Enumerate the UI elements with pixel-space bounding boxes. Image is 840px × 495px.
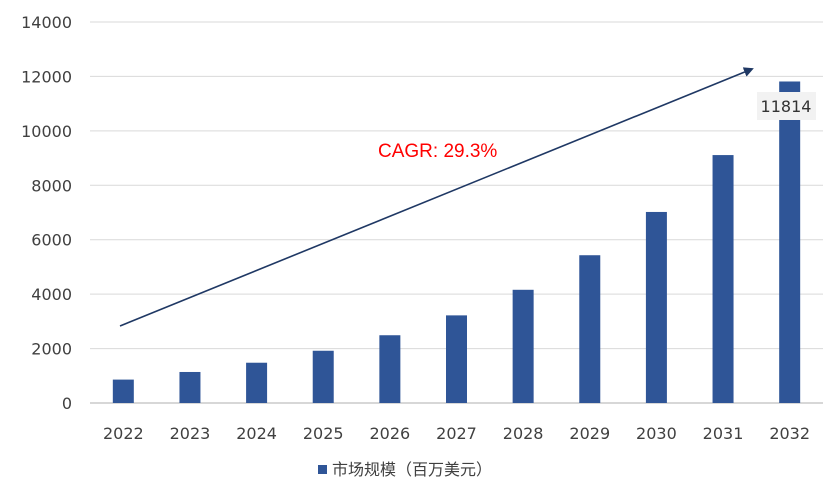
data-label-text: 11814 [761, 97, 812, 116]
x-tick-label: 2024 [236, 424, 277, 443]
cagr-annotation: CAGR: 29.3% [378, 141, 497, 162]
bar-2027 [446, 315, 467, 403]
bar-2031 [712, 155, 734, 403]
y-tick-label: 0 [62, 394, 72, 413]
bar-2024 [246, 362, 268, 403]
x-axis-ticks: 2022 2023 2024 2025 2026 2027 2028 2029 2030 2031… [103, 424, 810, 443]
bar-2026 [379, 335, 401, 403]
x-tick-label: 2030 [636, 424, 677, 443]
y-tick-label: 14000 [21, 13, 72, 32]
y-tick-label: 6000 [31, 231, 72, 250]
y-tick-label: 4000 [31, 285, 72, 304]
y-tick-label: 10000 [21, 122, 72, 141]
x-tick-label: 2027 [436, 424, 477, 443]
cagr-trend-arrow [119, 67, 754, 327]
x-tick-label: 2031 [703, 424, 744, 443]
y-tick-label: 12000 [21, 67, 72, 86]
bar-2025 [312, 350, 334, 403]
x-tick-label: 2028 [503, 424, 544, 443]
legend-label: 市场规模（百万美元） [332, 460, 492, 479]
y-axis-ticks: 0 2000 4000 6000 8000 10000 12000 14000 [21, 13, 72, 413]
bar-2023 [179, 371, 201, 403]
x-tick-label: 2029 [569, 424, 610, 443]
data-label-11814: 11814 [757, 92, 816, 120]
bar-2030 [645, 211, 667, 403]
gridlines [90, 21, 823, 404]
y-tick-label: 8000 [31, 176, 72, 195]
x-tick-label: 2022 [103, 424, 144, 443]
x-tick-label: 2025 [303, 424, 344, 443]
bar-2022 [112, 379, 134, 403]
bars [112, 81, 801, 404]
x-tick-label: 2026 [370, 424, 411, 443]
legend-swatch [318, 465, 327, 474]
bar-2032 [779, 81, 801, 404]
y-tick-label: 2000 [31, 340, 72, 359]
bar-2029 [579, 255, 601, 403]
bar-2028 [512, 289, 534, 403]
x-tick-label: 2032 [769, 424, 810, 443]
legend: 市场规模（百万美元） [318, 460, 492, 479]
x-tick-label: 2023 [170, 424, 211, 443]
